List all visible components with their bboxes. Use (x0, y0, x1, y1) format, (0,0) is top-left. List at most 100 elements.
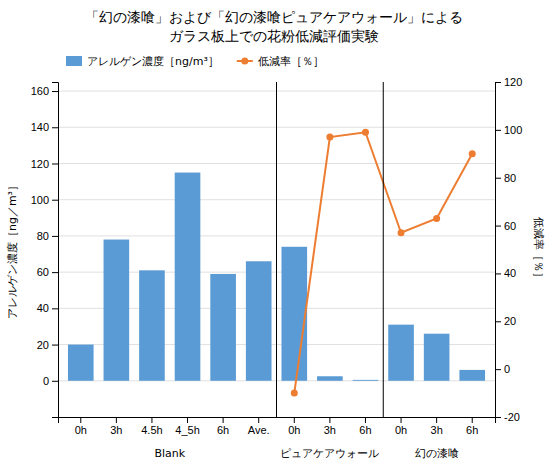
y2-tick-mark (495, 130, 501, 131)
x-tick-mark (401, 417, 402, 423)
y-tick-mark (52, 272, 58, 273)
x-tick-mark (365, 417, 366, 423)
y-tick-label: 80 (37, 230, 49, 242)
legend-marker (241, 58, 248, 65)
y-tick: 0 (43, 375, 58, 387)
x-tick-mark (187, 417, 188, 423)
y2-tick-mark (495, 273, 501, 274)
title-line: ガラス板上での花粉低減評価実験 (169, 28, 379, 44)
x-tick-label: Ave. (248, 424, 270, 436)
x-tick-label: 4.5h (141, 424, 162, 436)
y-tick-label: 120 (31, 158, 49, 170)
y2-tick: -20 (495, 411, 520, 423)
line-marker (433, 215, 440, 222)
line-marker (291, 390, 298, 397)
y2-tick: 120 (495, 76, 522, 88)
x-tick: 6h (359, 417, 371, 436)
y2-tick-label: 120 (504, 76, 522, 88)
y2-tick-mark (495, 82, 501, 83)
group-label: 幻の漆喰 (415, 447, 459, 460)
y2-tick: 20 (495, 315, 516, 327)
y2-tick-label: 0 (504, 363, 510, 375)
legend-label: 低減率［％］ (258, 55, 324, 68)
y-tick: 140 (31, 121, 58, 133)
x-tick-mark (436, 417, 437, 423)
x-tick: 0h (288, 417, 300, 436)
x-tick: 3h (324, 417, 336, 436)
x-tick: 0h (395, 417, 407, 436)
x-tick-label: 6h (217, 424, 229, 436)
x-tick-label: 4_5h (175, 424, 199, 436)
x-tick-mark (116, 417, 117, 423)
title: 「幻の漆喰」および「幻の漆喰ピュアケアウォール」によるガラス板上での花粉低減評価… (85, 9, 463, 44)
y-tick-label: 100 (31, 194, 49, 206)
x-tick: 6h (217, 417, 229, 436)
y-tick-mark (52, 381, 58, 382)
bar (104, 240, 130, 381)
y2-tick-label: 20 (504, 315, 516, 327)
legend: アレルゲン濃度［ng/m³］ 低減率［％］ (66, 55, 324, 68)
y-tick-label: 40 (37, 302, 49, 314)
x-tick-mark (223, 417, 224, 423)
y2-tick: 60 (495, 220, 516, 232)
x-tick: 3h (431, 417, 443, 436)
line-marker (326, 134, 333, 141)
y-tick-label: 60 (37, 266, 49, 278)
x-tick-label: 0h (75, 424, 87, 436)
y-tick: 160 (31, 85, 58, 97)
x-tick-label: 6h (359, 424, 371, 436)
y-tick-mark (52, 163, 58, 164)
y-tick-mark (52, 91, 58, 92)
x-tick-label: 3h (431, 424, 443, 436)
axis-line (59, 418, 496, 424)
bar (68, 345, 94, 381)
y-axis-title: アレルゲン濃度［ng／m³］ (6, 180, 19, 319)
bar (424, 334, 450, 381)
axis-line (496, 83, 502, 418)
y2-tick-label: 40 (504, 267, 516, 279)
y-tick: 120 (31, 158, 58, 170)
x-tick-label: 6h (466, 424, 478, 436)
x-tick-label: 0h (395, 424, 407, 436)
x-tick-mark (80, 417, 81, 423)
x-tick: 3h (110, 417, 122, 436)
x-tick-label: 3h (110, 424, 122, 436)
legend-label: アレルゲン濃度［ng/m³］ (87, 55, 219, 68)
bar (317, 376, 343, 381)
x-tick: 6h (466, 417, 478, 436)
y-tick-mark (52, 308, 58, 309)
y-tick: 60 (37, 266, 58, 278)
bar (459, 370, 485, 381)
y2-tick-label: 60 (504, 220, 516, 232)
y-tick-mark (52, 127, 58, 128)
y2-tick: 80 (495, 172, 516, 184)
bar (175, 173, 201, 381)
y-tick-label: 160 (31, 85, 49, 97)
group-label: Blank (154, 447, 185, 460)
legend-item: 低減率［％］ (237, 55, 324, 68)
group-divider (276, 82, 277, 417)
x-tick-mark (151, 417, 152, 423)
y2-tick: 0 (495, 363, 510, 375)
x-tick: 0h (75, 417, 87, 436)
y2-tick-mark (495, 321, 501, 322)
y2-tick-label: 100 (504, 124, 522, 136)
x-tick-mark (258, 417, 259, 423)
y2-tick: 40 (495, 267, 516, 279)
y-tick: 40 (37, 302, 58, 314)
legend-item: アレルゲン濃度［ng/m³］ (66, 55, 219, 68)
y2-tick: 100 (495, 124, 522, 136)
y2-tick-mark (495, 226, 501, 227)
x-tick-label: 0h (288, 424, 300, 436)
title-line: 「幻の漆喰」および「幻の漆喰ピュアケアウォール」による (85, 9, 463, 25)
x-tick-label: 3h (324, 424, 336, 436)
y-axis: 020406080100120140160 (31, 83, 59, 418)
y-tick-label: 140 (31, 121, 49, 133)
y2-tick-label: 80 (504, 172, 516, 184)
y-tick-mark (52, 200, 58, 201)
y2-tick-mark (495, 369, 501, 370)
group-label: ピュアケアウォール (280, 447, 379, 460)
y2-axis-title: 低減率［％］ (532, 217, 545, 283)
line-marker (362, 129, 369, 136)
bar (388, 325, 414, 381)
